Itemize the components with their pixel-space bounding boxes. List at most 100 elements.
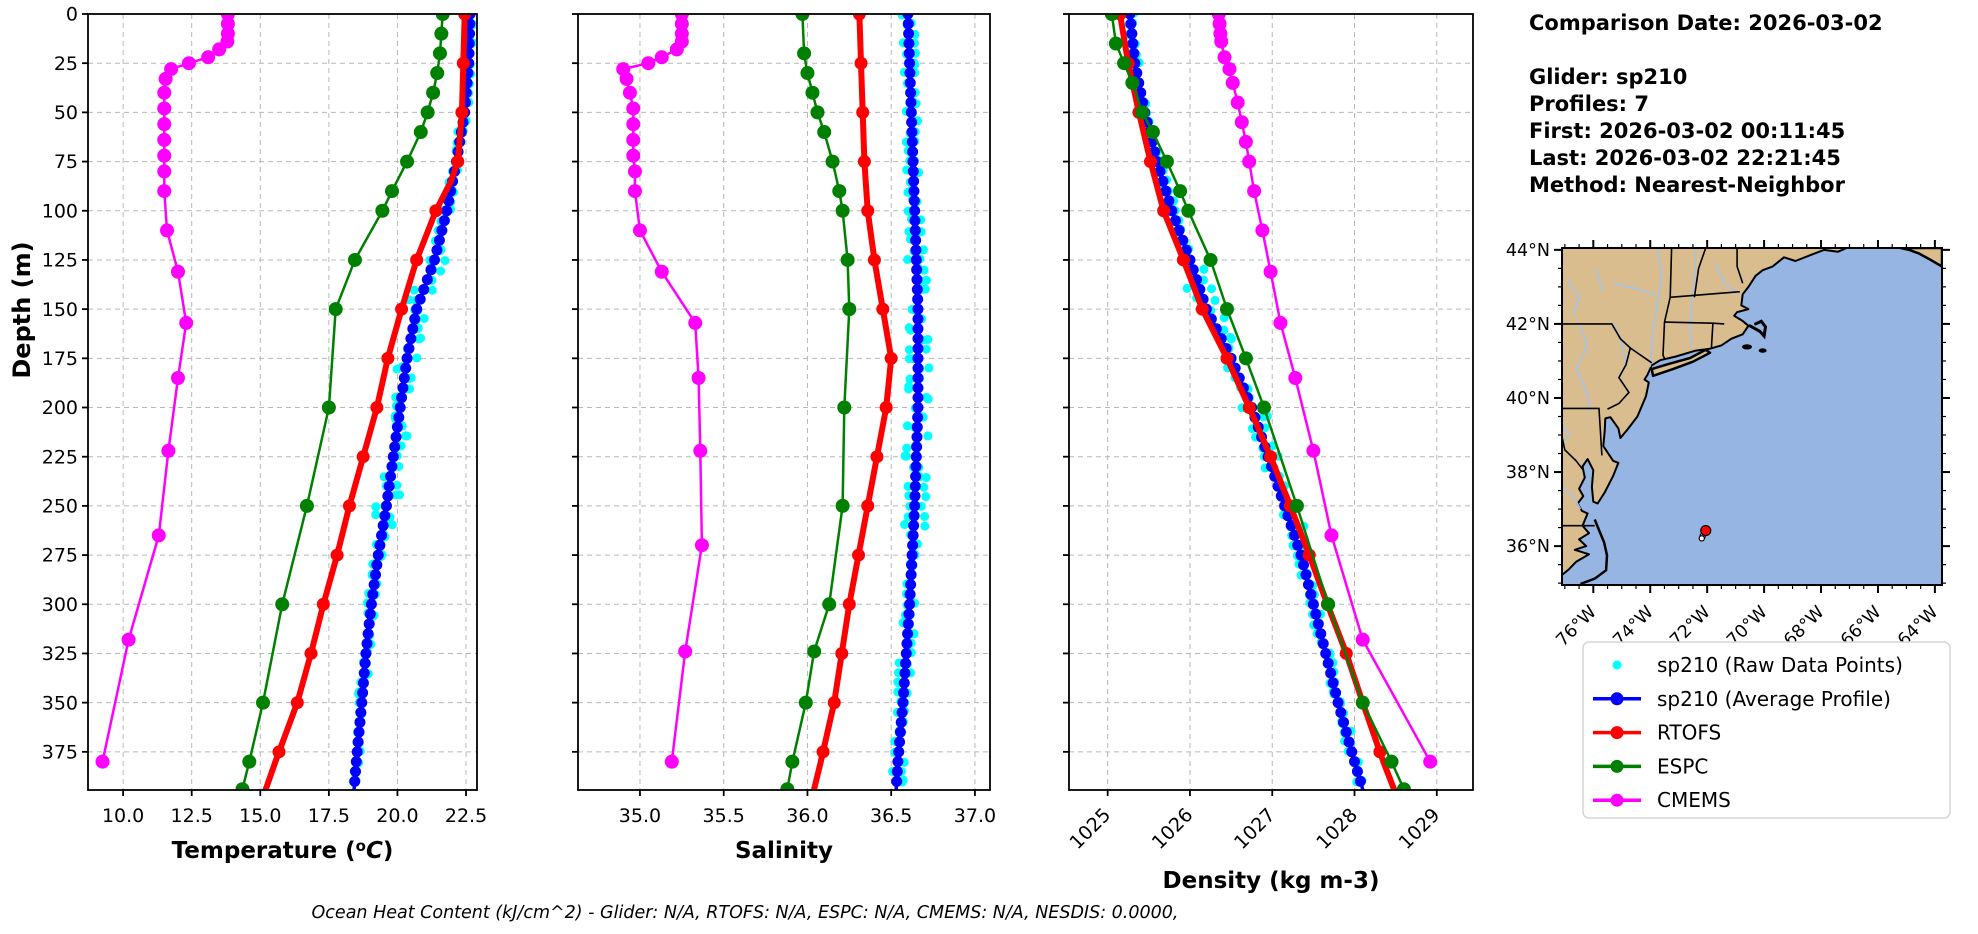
- map-state-border: [1562, 407, 1603, 456]
- map-state-border: [1710, 323, 1714, 349]
- map-ticks: [1554, 240, 1950, 593]
- map-river: [1613, 282, 1657, 296]
- map-lat-label: 36°N: [1506, 537, 1550, 557]
- map-island: [1758, 348, 1767, 353]
- series-avg-temperature: [349, 14, 476, 790]
- x-axis-title: Salinity: [735, 838, 833, 864]
- legend-item-rtofs: RTOFS: [1593, 721, 1721, 745]
- map-state-border: [1562, 323, 1653, 364]
- method-text: Method: Nearest-Neighbor: [1529, 173, 1845, 197]
- plot-frame: [577, 13, 991, 791]
- first-profile-time-text: First: 2026-03-02 00:11:45: [1529, 119, 1846, 143]
- depth-tick-label: 200: [42, 397, 78, 419]
- legend-item-espc: ESPC: [1593, 754, 1708, 778]
- map-island: [1742, 344, 1753, 350]
- x-axis: 10.0 12.5 15.0 17.5 20.0 22.5: [102, 790, 487, 827]
- depth-tick-label: 125: [42, 250, 78, 272]
- x-axis: 1025 1026 1027 1028 1029: [1065, 790, 1444, 854]
- y-axis: 0 25 50 75 100 125 150 175 200 225 250 275 300 325 350…: [42, 4, 88, 763]
- x-tick-label: 35.0: [619, 805, 661, 827]
- depth-tick-label: 350: [42, 692, 78, 714]
- profiles-count-text: Profiles: 7: [1529, 92, 1650, 116]
- map-river: [1595, 268, 1603, 291]
- map-cape-cod: [1748, 319, 1768, 340]
- map-lat-label: 42°N: [1506, 315, 1550, 335]
- depth-tick-label: 25: [54, 53, 78, 75]
- map-river: [1689, 248, 1697, 349]
- series-espc-temperature: [235, 14, 450, 790]
- map-state-border: [1562, 436, 1584, 471]
- salinity-plot: 35.0 35.5 36.0 36.5 37.0 Salinity: [572, 13, 996, 864]
- last-profile-time-text: Last: 2026-03-02 22:21:45: [1529, 146, 1841, 170]
- x-tick-label: 22.5: [445, 805, 487, 827]
- plot-frame: [87, 13, 478, 791]
- x-tick-label: 17.5: [308, 805, 350, 827]
- depth-tick-label: 50: [54, 102, 78, 124]
- map-river: [1575, 323, 1592, 412]
- grid-lines: [1069, 13, 1473, 790]
- map-lat-label: 40°N: [1506, 389, 1550, 409]
- map-nova-scotia: [1899, 248, 1942, 268]
- info-panel: Comparison Date: 2026-03-02 Glider: sp21…: [1529, 10, 1969, 199]
- glider-position-marker: [1700, 524, 1712, 537]
- map-outer-banks: [1580, 519, 1609, 585]
- map-lat-label: 38°N: [1506, 463, 1550, 483]
- map-river: [1567, 279, 1580, 317]
- x-tick-label: 36.0: [786, 805, 828, 827]
- series-cmems-salinity: [616, 14, 709, 769]
- y-axis: [572, 13, 578, 753]
- x-axis-title: Temperature (oC): [172, 837, 394, 864]
- x-tick-label: 35.5: [703, 805, 745, 827]
- x-tick-label: 10.0: [102, 805, 144, 827]
- depth-tick-label: 225: [42, 446, 78, 468]
- series-rtofs-temperature: [262, 14, 472, 790]
- legend-item-raw: sp210 (Raw Data Points): [1612, 653, 1903, 677]
- legend-item-label: sp210 (Raw Data Points): [1657, 653, 1903, 677]
- x-tick-label: 15.0: [239, 805, 281, 827]
- series-cmems-density: [1211, 14, 1438, 769]
- depth-tick-label: 75: [54, 151, 78, 173]
- legend-item-label: CMEMS: [1657, 788, 1731, 812]
- x-tick-label: 36.5: [870, 805, 912, 827]
- location-map: 44°N42°N40°N38°N36°N76°W 74°W 72°W 70°W 68°W…: [1506, 240, 1950, 651]
- x-tick-label: 1025: [1065, 804, 1115, 854]
- map-river: [1714, 264, 1739, 295]
- map-state-border: [1607, 347, 1632, 410]
- series-avg-salinity: [891, 14, 924, 790]
- legend-item-cmems: CMEMS: [1593, 788, 1731, 812]
- x-tick-label: 12.5: [171, 805, 213, 827]
- ocean-heat-content-caption: Ocean Heat Content (kJ/cm^2) - Glider: N…: [311, 903, 1179, 923]
- depth-tick-label: 100: [42, 200, 78, 222]
- legend: sp210 (Raw Data Points) sp210 (Average Pr…: [1582, 641, 1951, 819]
- y-axis-title: Depth (m): [8, 241, 36, 378]
- legend-box: [1582, 641, 1951, 819]
- map-river: [1562, 486, 1582, 510]
- x-tick-label: 37.0: [954, 805, 996, 827]
- depth-tick-label: 275: [42, 545, 78, 567]
- legend-item-avg: sp210 (Average Profile): [1593, 687, 1891, 711]
- comparison-date-text: Comparison Date: 2026-03-02: [1529, 11, 1883, 35]
- plot-frame: [1068, 13, 1474, 791]
- x-tick-label: 1029: [1395, 804, 1445, 854]
- x-tick-label: 1026: [1148, 804, 1198, 854]
- depth-tick-label: 0: [66, 4, 78, 26]
- legend-item-label: RTOFS: [1657, 721, 1721, 745]
- map-river: [1649, 248, 1663, 367]
- x-axis-title: Density (kg m-3): [1163, 868, 1380, 894]
- density-plot: 1025 1026 1027 1028 1029 Density (kg m-3): [1063, 13, 1474, 894]
- map-state-border: [1670, 290, 1740, 299]
- legend-item-label: ESPC: [1657, 754, 1708, 778]
- depth-tick-label: 250: [42, 496, 78, 518]
- depth-tick-label: 375: [42, 741, 78, 763]
- depth-tick-label: 150: [42, 299, 78, 321]
- temperature-plot: 10.0 12.5 15.0 17.5 20.0 22.5 0 25 50 75 100 125 150…: [8, 4, 487, 864]
- series-cmems-temperature: [95, 14, 235, 769]
- y-axis: [1063, 13, 1069, 753]
- x-tick-label: 1028: [1312, 804, 1362, 854]
- map-lat-label: 44°N: [1506, 241, 1550, 261]
- series-rtofs-salinity: [811, 14, 898, 790]
- grid-lines: [88, 13, 477, 790]
- legend-item-label: sp210 (Average Profile): [1657, 687, 1891, 711]
- depth-tick-label: 300: [42, 594, 78, 616]
